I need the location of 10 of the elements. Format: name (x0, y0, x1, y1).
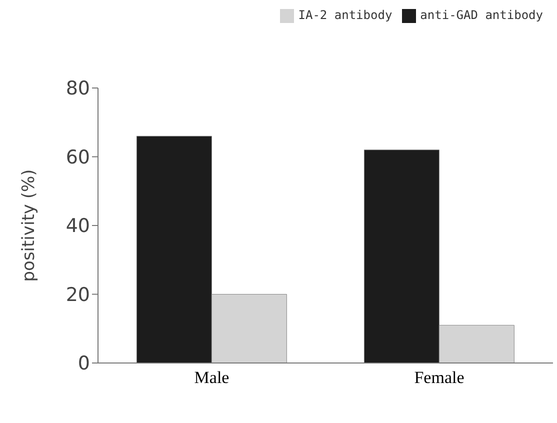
x-tick-label: Male (194, 368, 230, 388)
y-tick-label: 20 (66, 284, 90, 306)
x-tick-label: Female (414, 368, 464, 388)
y-tick-label: 60 (66, 146, 90, 168)
y-tick-label: 80 (66, 78, 90, 100)
legend-label: anti-GAD antibody (420, 8, 543, 22)
y-tick-label: 0 (78, 352, 90, 375)
legend-label: IA-2 antibody (298, 8, 392, 22)
y-axis-title: positivity (%) (19, 169, 40, 282)
y-tick-label: 40 (66, 215, 90, 238)
